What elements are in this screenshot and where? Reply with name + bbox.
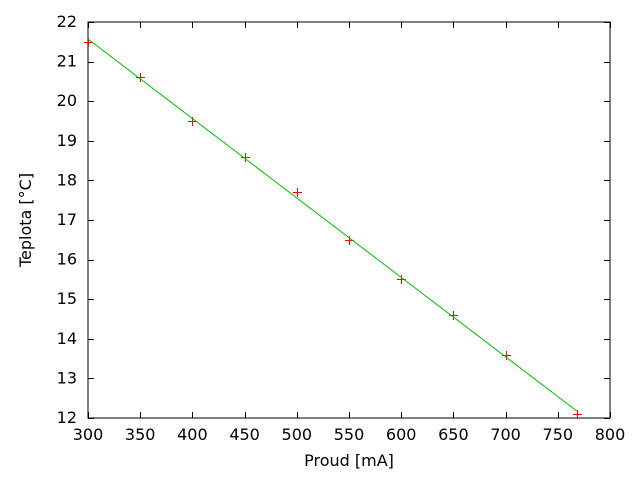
x-tick-label: 400 (177, 425, 208, 444)
x-tick-label: 600 (386, 425, 417, 444)
plot-border (87, 21, 611, 419)
y-tick-label: 13 (57, 368, 77, 387)
x-tick-label: 450 (229, 425, 260, 444)
y-tick-label: 21 (57, 52, 77, 71)
y-tick-label: 22 (57, 12, 77, 31)
x-tick-label: 800 (595, 425, 626, 444)
y-tick-label: 19 (57, 131, 77, 150)
linear-fit-line (87, 38, 577, 412)
x-tick-label: 700 (490, 425, 521, 444)
y-tick-label: 18 (57, 170, 77, 189)
x-tick-label: 350 (125, 425, 156, 444)
x-axis-label: Proud [mA] (304, 451, 394, 470)
x-tick-label: 550 (334, 425, 365, 444)
x-tick-label: 650 (438, 425, 469, 444)
y-axis-label: Teplota [°C] (16, 173, 35, 268)
y-tick-label: 20 (57, 91, 77, 110)
x-tick-label: 500 (282, 425, 313, 444)
y-tick-label: 15 (57, 289, 77, 308)
y-tick-label: 16 (57, 250, 77, 269)
y-tick-label: 17 (57, 210, 77, 229)
y-tick-label: 12 (57, 408, 77, 427)
x-tick-label: 750 (543, 425, 574, 444)
x-tick-label: 300 (73, 425, 104, 444)
y-tick-label: 14 (57, 329, 77, 348)
